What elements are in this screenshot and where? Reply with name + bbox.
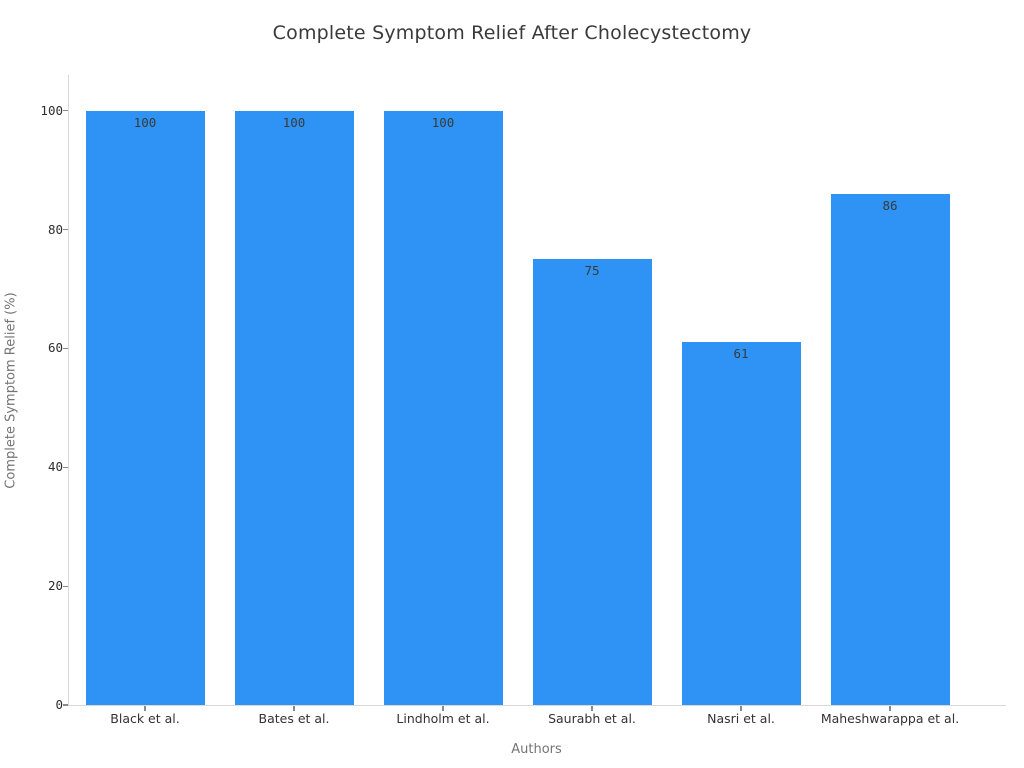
y-axis-tick-label: 20 (47, 578, 63, 594)
chart-title: Complete Symptom Relief After Cholecyste… (272, 22, 752, 44)
x-axis-tick-mark (293, 706, 295, 711)
y-axis-tick-mark (63, 347, 68, 349)
y-axis-tick-label: 80 (47, 221, 63, 237)
bar-2: 100 (234, 110, 354, 705)
bar-value-label: 100 (133, 114, 157, 130)
bar-4: 75 (532, 259, 652, 705)
y-axis-tick-label: 0 (55, 697, 63, 712)
y-axis-tick-mark (63, 110, 68, 112)
bar-6: 86 (830, 193, 950, 705)
x-axis-tick-mark (442, 706, 444, 711)
y-axis-tick-mark (63, 228, 68, 231)
y-axis-tick-label: 40 (47, 459, 63, 475)
x-axis-category-label: Black et al. (110, 711, 180, 726)
x-axis-category-label: Saurabh et al. (548, 711, 636, 726)
plot-area: 0 20 40 60 80 100 100 Black et al. 100 Bates et a… (40, 75, 1006, 726)
x-axis-tick-mark (591, 706, 593, 711)
x-axis-tick-mark (740, 706, 742, 711)
bar-value-label: 100 (282, 114, 306, 130)
bar-5: 61 (681, 342, 801, 705)
y-axis-tick-label: 100 (40, 102, 63, 118)
y-axis-tick-mark (63, 466, 68, 468)
bar-1: 100 (85, 110, 205, 705)
bar-value-label: 75 (584, 263, 600, 279)
x-axis-category-label: Maheshwarappa et al. (820, 711, 960, 726)
y-axis-tick-mark (63, 704, 68, 706)
bar-3: 100 (383, 110, 503, 705)
x-axis-category-label: Lindholm et al. (396, 711, 490, 726)
y-axis-tick-mark (63, 585, 68, 587)
bar-value-label: 61 (733, 346, 749, 362)
x-axis-category-label: Bates et al. (258, 711, 330, 726)
bar-value-label: 86 (882, 197, 898, 213)
x-axis-category-label: Nasri et al. (707, 711, 775, 726)
x-axis-tick-mark (144, 706, 146, 711)
x-axis-tick-mark (889, 706, 891, 711)
bar-value-label: 100 (431, 114, 455, 130)
y-axis-tick-label: 60 (47, 340, 63, 356)
x-axis-title: Authors (511, 742, 562, 757)
